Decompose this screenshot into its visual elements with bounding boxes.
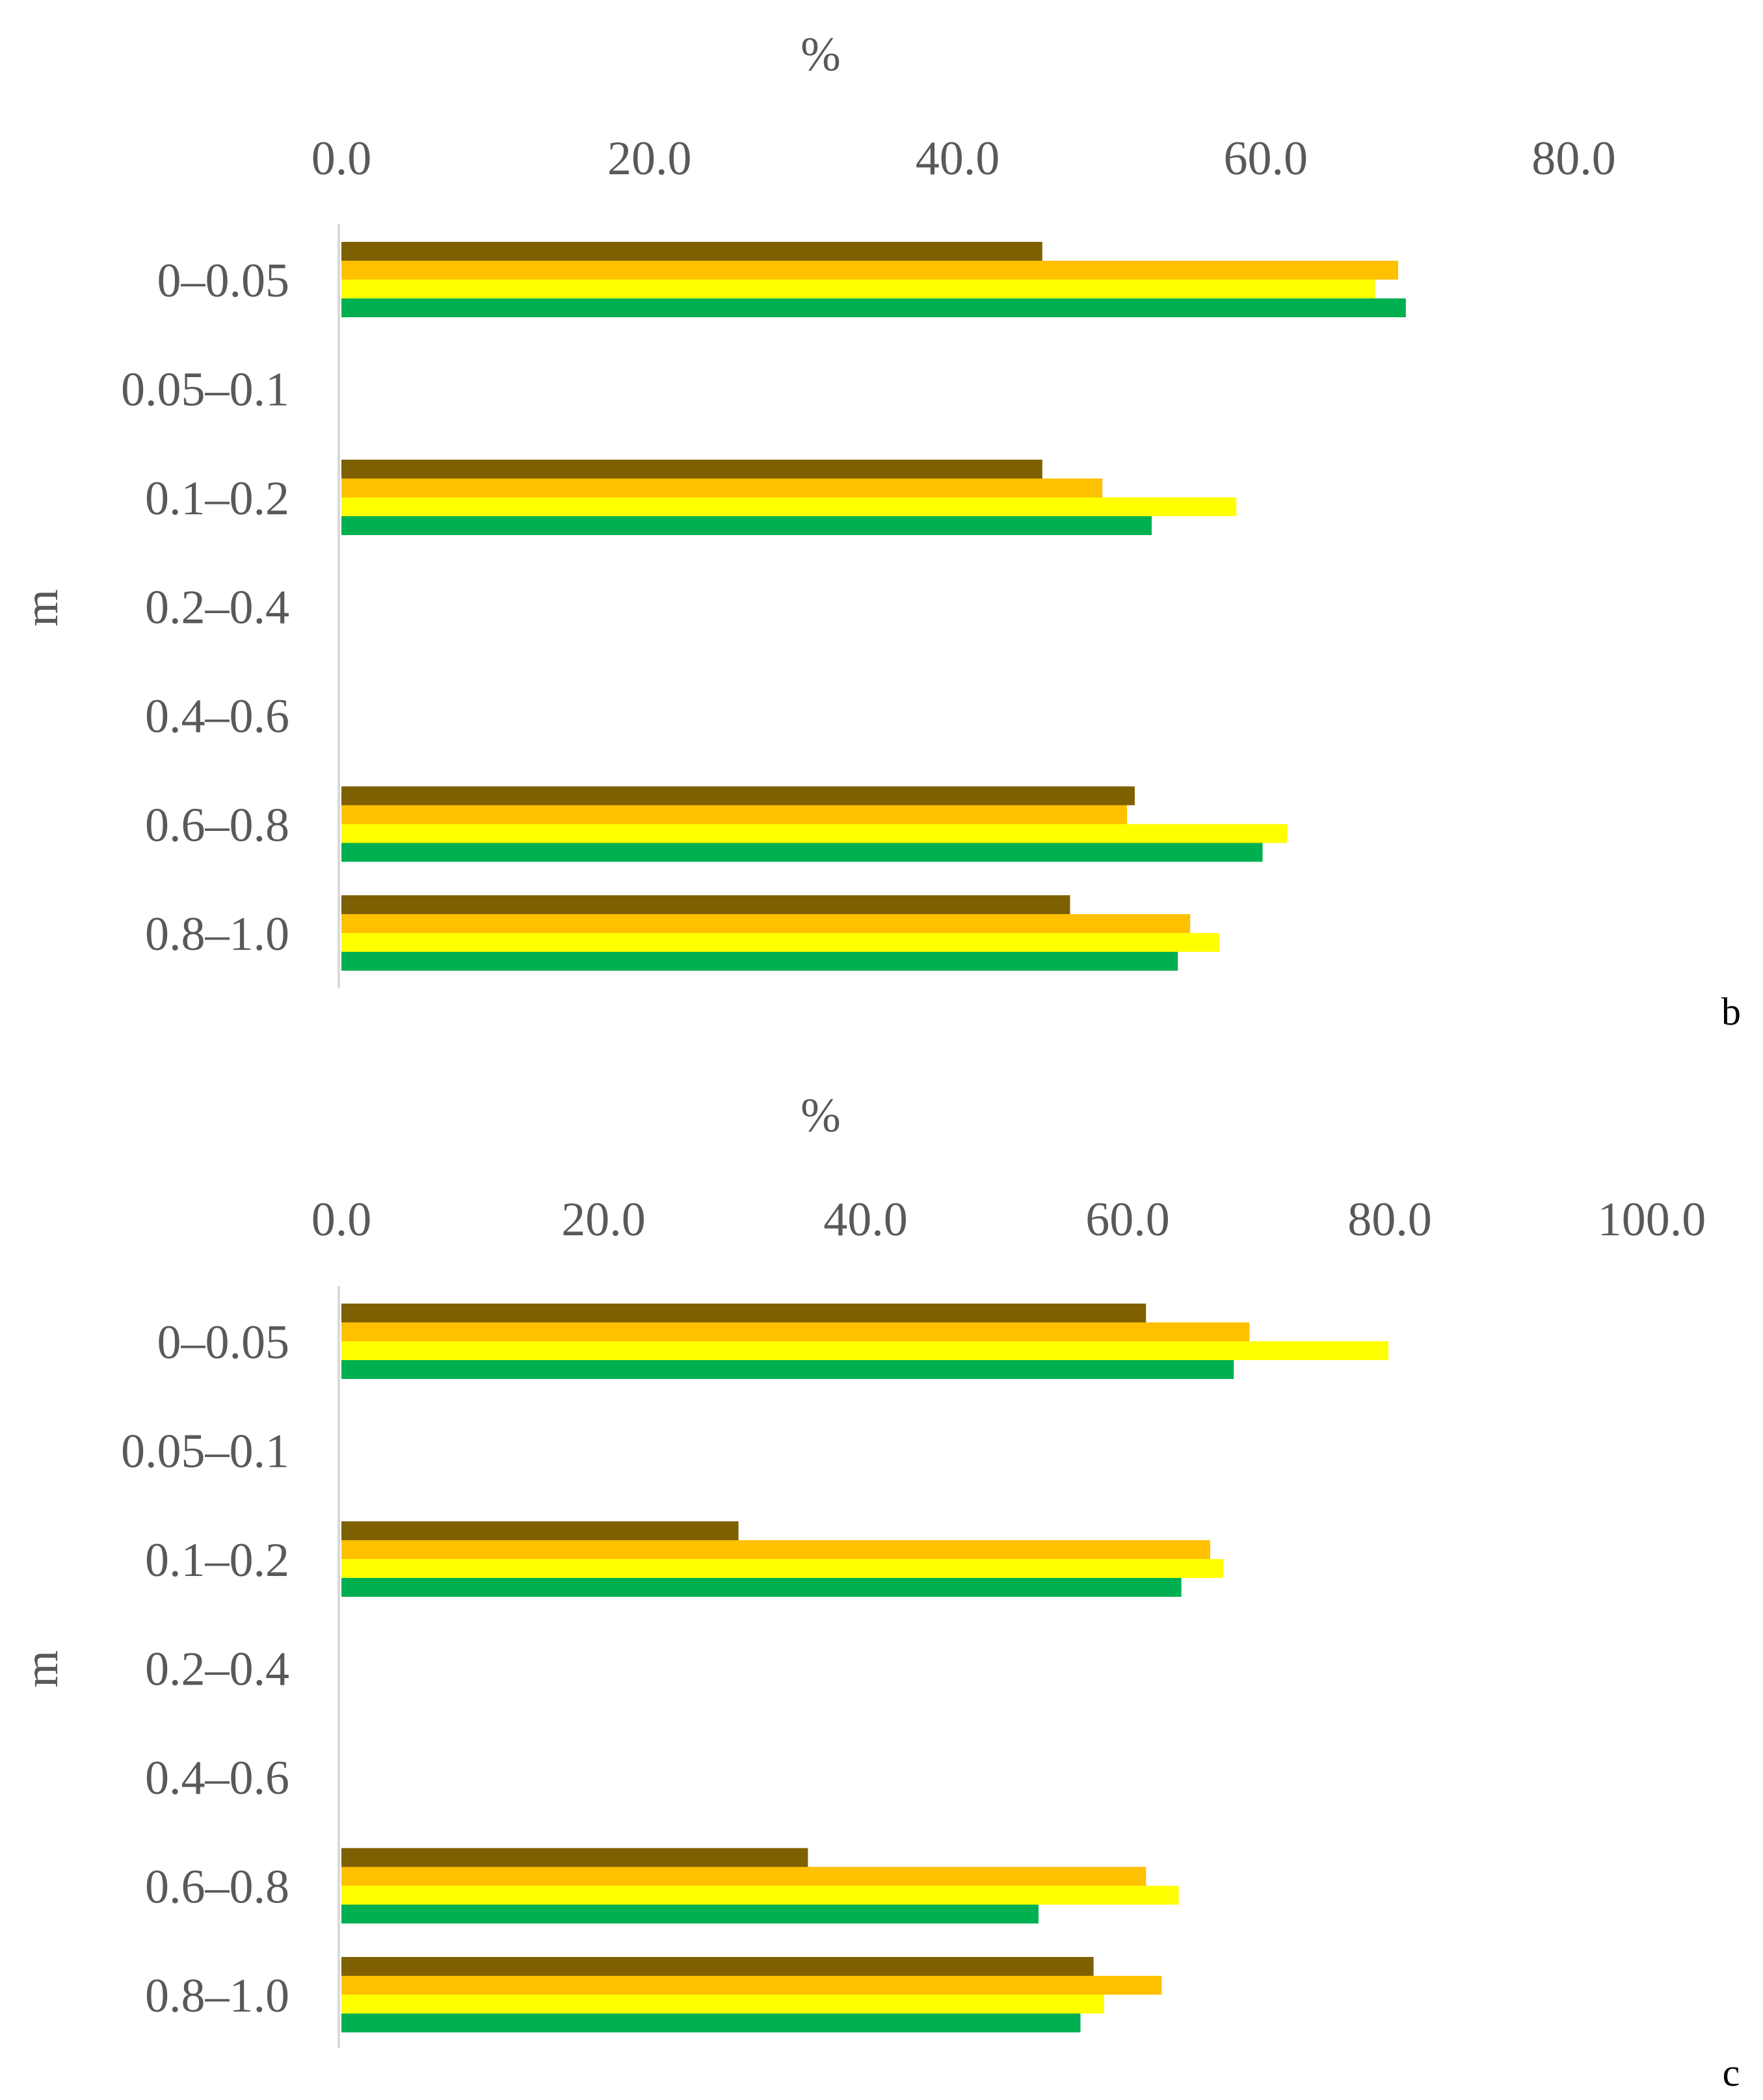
category-label: 0.2–0.4 <box>145 1643 289 1696</box>
bars-b <box>341 242 1406 971</box>
category-label: 0.8–1.0 <box>145 908 289 961</box>
bar-series-4-0.6–0.8 <box>341 1904 1039 1924</box>
category-labels-c: 0–0.05 0.05–0.1 0.1–0.2 0.2–0.4 0.4–0.6 0.6–0… <box>121 1316 289 2023</box>
bar-series-1-0.6–0.8 <box>341 1848 808 1867</box>
chart-panel-b: % m 0.0 20.0 40.0 60.0 80.0 0–0.05 0.05–0.1 0.… <box>15 28 1741 1033</box>
bar-series-4-0.8–1.0 <box>341 952 1178 971</box>
bar-series-3-0–0.05 <box>341 280 1375 298</box>
category-label: 0.1–0.2 <box>145 1534 289 1587</box>
bar-series-4-0–0.05 <box>341 1360 1234 1379</box>
bar-series-2-0.1–0.2 <box>341 479 1103 497</box>
x-tick-label: 40.0 <box>916 132 1000 185</box>
bar-series-1-0–0.05 <box>341 242 1042 261</box>
bar-series-3-0.8–1.0 <box>341 1995 1104 2014</box>
bar-series-1-0.8–1.0 <box>341 1957 1094 1976</box>
bar-series-2-0.6–0.8 <box>341 1867 1147 1886</box>
bar-series-2-0.1–0.2 <box>341 1540 1210 1559</box>
bar-series-1-0.6–0.8 <box>341 786 1135 806</box>
bar-series-3-0.8–1.0 <box>341 933 1220 952</box>
category-labels-b: 0–0.05 0.05–0.1 0.1–0.2 0.2–0.4 0.4–0.6 0.6–0… <box>121 254 289 961</box>
bar-series-1-0.1–0.2 <box>341 1521 739 1540</box>
bar-series-4-0.8–1.0 <box>341 2014 1081 2032</box>
x-tick-label: 80.0 <box>1347 1193 1432 1246</box>
category-label: 0.2–0.4 <box>145 581 289 635</box>
x-tick-label: 20.0 <box>561 1193 646 1246</box>
bar-series-1-0–0.05 <box>341 1304 1147 1322</box>
x-tick-label: 80.0 <box>1531 132 1616 185</box>
bar-series-2-0.8–1.0 <box>341 914 1191 933</box>
bar-series-3-0–0.05 <box>341 1341 1388 1360</box>
bar-series-3-0.6–0.8 <box>341 1885 1179 1905</box>
bar-series-2-0–0.05 <box>341 1322 1250 1341</box>
panel-letter-c: c <box>1723 2051 1740 2094</box>
x-tick-labels-c: 0.0 20.0 40.0 60.0 80.0 100.0 <box>312 1193 1706 1246</box>
category-label: 0.05–0.1 <box>121 363 289 417</box>
bar-series-4-0.6–0.8 <box>341 843 1263 862</box>
category-label: 0.4–0.6 <box>145 690 289 743</box>
x-tick-label: 60.0 <box>1085 1193 1170 1246</box>
x-tick-label: 100.0 <box>1598 1193 1706 1246</box>
bar-series-3-0.1–0.2 <box>341 1559 1224 1578</box>
bar-series-4-0.1–0.2 <box>341 516 1152 535</box>
x-tick-label: 60.0 <box>1224 132 1308 185</box>
x-tick-label: 0.0 <box>312 1193 372 1246</box>
y-axis-label-c: m <box>15 1650 68 1688</box>
x-tick-label: 20.0 <box>607 132 692 185</box>
x-tick-labels-b: 0.0 20.0 40.0 60.0 80.0 <box>312 132 1616 185</box>
bar-series-1-0.8–1.0 <box>341 895 1070 914</box>
x-tick-label: 40.0 <box>823 1193 908 1246</box>
x-axis-unit-label-c: % <box>801 1089 841 1142</box>
category-label: 0.1–0.2 <box>145 472 289 525</box>
category-label: 0.6–0.8 <box>145 1861 289 1914</box>
y-axis-label-b: m <box>15 589 68 627</box>
bar-series-2-0.6–0.8 <box>341 805 1128 824</box>
bar-series-2-0.8–1.0 <box>341 1976 1162 1995</box>
bars-c <box>341 1304 1388 2032</box>
bar-series-3-0.1–0.2 <box>341 497 1237 516</box>
x-tick-label: 0.0 <box>312 132 372 185</box>
category-label: 0.8–1.0 <box>145 1969 289 2023</box>
bar-series-3-0.6–0.8 <box>341 824 1288 843</box>
category-label: 0.05–0.1 <box>121 1425 289 1478</box>
panel-letter-b: b <box>1721 990 1741 1033</box>
x-axis-unit-label-b: % <box>801 28 841 81</box>
bar-series-1-0.1–0.2 <box>341 460 1042 479</box>
category-label: 0–0.05 <box>157 1316 290 1369</box>
chart-panel-c: % m 0.0 20.0 40.0 60.0 80.0 100.0 0–0.05 0.05–… <box>15 1089 1740 2094</box>
category-label: 0.4–0.6 <box>145 1752 289 1805</box>
category-label: 0.6–0.8 <box>145 799 289 852</box>
bar-series-4-0–0.05 <box>341 298 1406 317</box>
category-label: 0–0.05 <box>157 254 290 308</box>
bar-series-2-0–0.05 <box>341 261 1398 280</box>
bar-series-4-0.1–0.2 <box>341 1578 1182 1597</box>
